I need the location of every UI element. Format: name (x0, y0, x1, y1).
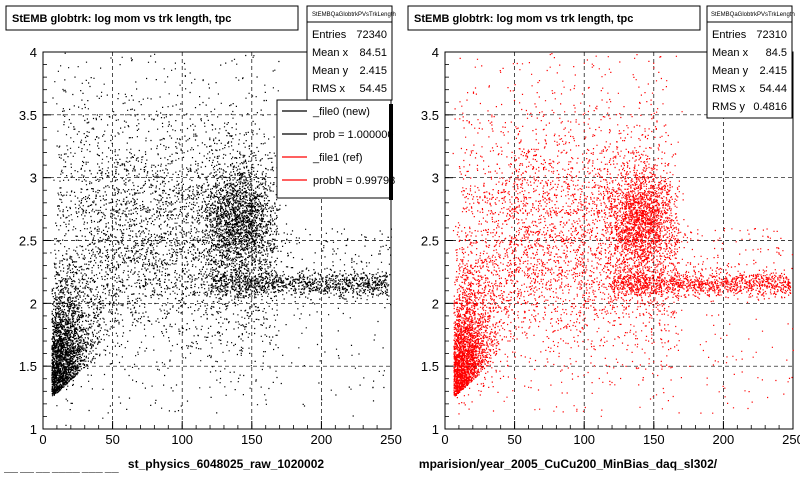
right-stat-label: Mean y (712, 65, 749, 77)
left-title-box (5, 5, 299, 31)
left-stat-value: 2.415 (359, 65, 387, 77)
x-tick-label: 0 (39, 432, 46, 447)
y-tick-label: 3 (30, 171, 37, 186)
y-tick-label: 1 (30, 422, 37, 437)
x-tick-label: 250 (782, 432, 800, 447)
y-tick-label: 3.5 (19, 108, 37, 123)
left-stats-name: StEMBQaGlobtrkPVsTrkLength (312, 12, 396, 18)
right-stat-label: Entries (712, 29, 747, 41)
left-legend: _file0 (new) prob = 1.000000 _file1 (ref… (276, 99, 395, 200)
left-stat-label: Entries (312, 29, 347, 41)
left-stat-value: 84.51 (359, 47, 387, 59)
left-panel: 0 50 100 150 200 250 1 1.5 2 2.5 3 3.5 4 StEMB glob… (5, 5, 402, 471)
y-tick-label: 4 (30, 45, 37, 60)
x-tick-label: 50 (507, 432, 521, 447)
right-stat-value: 2.415 (759, 65, 787, 77)
x-tick-label: 0 (441, 432, 448, 447)
y-tick-label: 4 (432, 45, 439, 60)
y-tick-label: 1.5 (19, 359, 37, 374)
x-tick-label: 200 (713, 432, 735, 447)
right-stat-label: Mean x (712, 47, 749, 59)
right-panel: 0 50 100 150 200 250 1 1.5 2 2.5 3 3.5 4 StEMB glob… (407, 5, 800, 471)
scatter-points (50, 52, 392, 426)
x-tick-label: 50 (105, 432, 119, 447)
x-tick-label: 100 (573, 432, 595, 447)
right-stat-label: RMS y (712, 101, 746, 113)
right-stat-value: 0.4816 (753, 101, 787, 113)
y-tick-label: 3.5 (421, 108, 439, 123)
legend-label: _file0 (new) (312, 106, 370, 118)
x-tick-label: 250 (380, 432, 402, 447)
footer-fragment: —— —— —— ———— ——— —— (4, 469, 119, 476)
legend-label: prob = 1.000000 (313, 129, 393, 141)
left-title: StEMB globtrk: log mom vs trk length, tp… (12, 13, 231, 25)
scatter-points (452, 53, 794, 417)
right-stat-value: 54.44 (759, 83, 787, 95)
right-stats-box: StEMBQaGlobtrkPVsTrkLength Entries 72310… (706, 5, 795, 119)
y-tick-label: 2.5 (19, 234, 37, 249)
right-y-ticks: 1 1.5 2 2.5 3 3.5 4 (421, 45, 453, 437)
left-stat-value: 54.45 (359, 83, 387, 95)
left-y-ticks: 1 1.5 2 2.5 3 3.5 4 (19, 45, 51, 437)
y-tick-label: 3 (432, 171, 439, 186)
x-tick-label: 150 (241, 432, 263, 447)
y-tick-label: 2.5 (421, 234, 439, 249)
x-tick-label: 150 (643, 432, 665, 447)
left-stat-label: RMS x (312, 83, 346, 95)
legend-label: _file1 (ref) (312, 152, 363, 164)
right-stat-label: RMS x (712, 83, 746, 95)
y-tick-label: 2 (30, 296, 37, 311)
right-scatter-points (452, 53, 794, 417)
y-tick-label: 1.5 (421, 359, 439, 374)
y-tick-label: 1 (432, 422, 439, 437)
x-tick-label: 200 (311, 432, 333, 447)
y-tick-label: 2 (432, 296, 439, 311)
left-scatter-points (50, 52, 392, 426)
right-title: StEMB globtrk: log mom vs trk length, tp… (414, 13, 633, 25)
right-x-ticks: 0 50 100 150 200 250 (441, 421, 800, 447)
left-x-axis-label: st_physics_6048025_raw_1020002 (128, 457, 324, 471)
right-title-box (407, 5, 701, 31)
right-stat-value: 84.5 (766, 47, 787, 59)
right-stats-name: StEMBQaGlobtrkPVsTrkLength (711, 12, 795, 18)
left-x-ticks: 0 50 100 150 200 250 (39, 421, 402, 447)
left-stat-label: Mean y (312, 65, 349, 77)
left-stat-value: 72340 (356, 29, 387, 41)
left-stat-label: Mean x (312, 47, 349, 59)
right-stat-value: 72310 (756, 29, 787, 41)
legend-label: probN = 0.99798 (313, 175, 395, 187)
x-tick-label: 100 (171, 432, 193, 447)
left-stats-box: StEMBQaGlobtrkPVsTrkLength Entries 72340… (306, 5, 396, 101)
right-x-axis-label: mparision/year_2005_CuCu200_MinBias_daq_… (419, 457, 718, 471)
